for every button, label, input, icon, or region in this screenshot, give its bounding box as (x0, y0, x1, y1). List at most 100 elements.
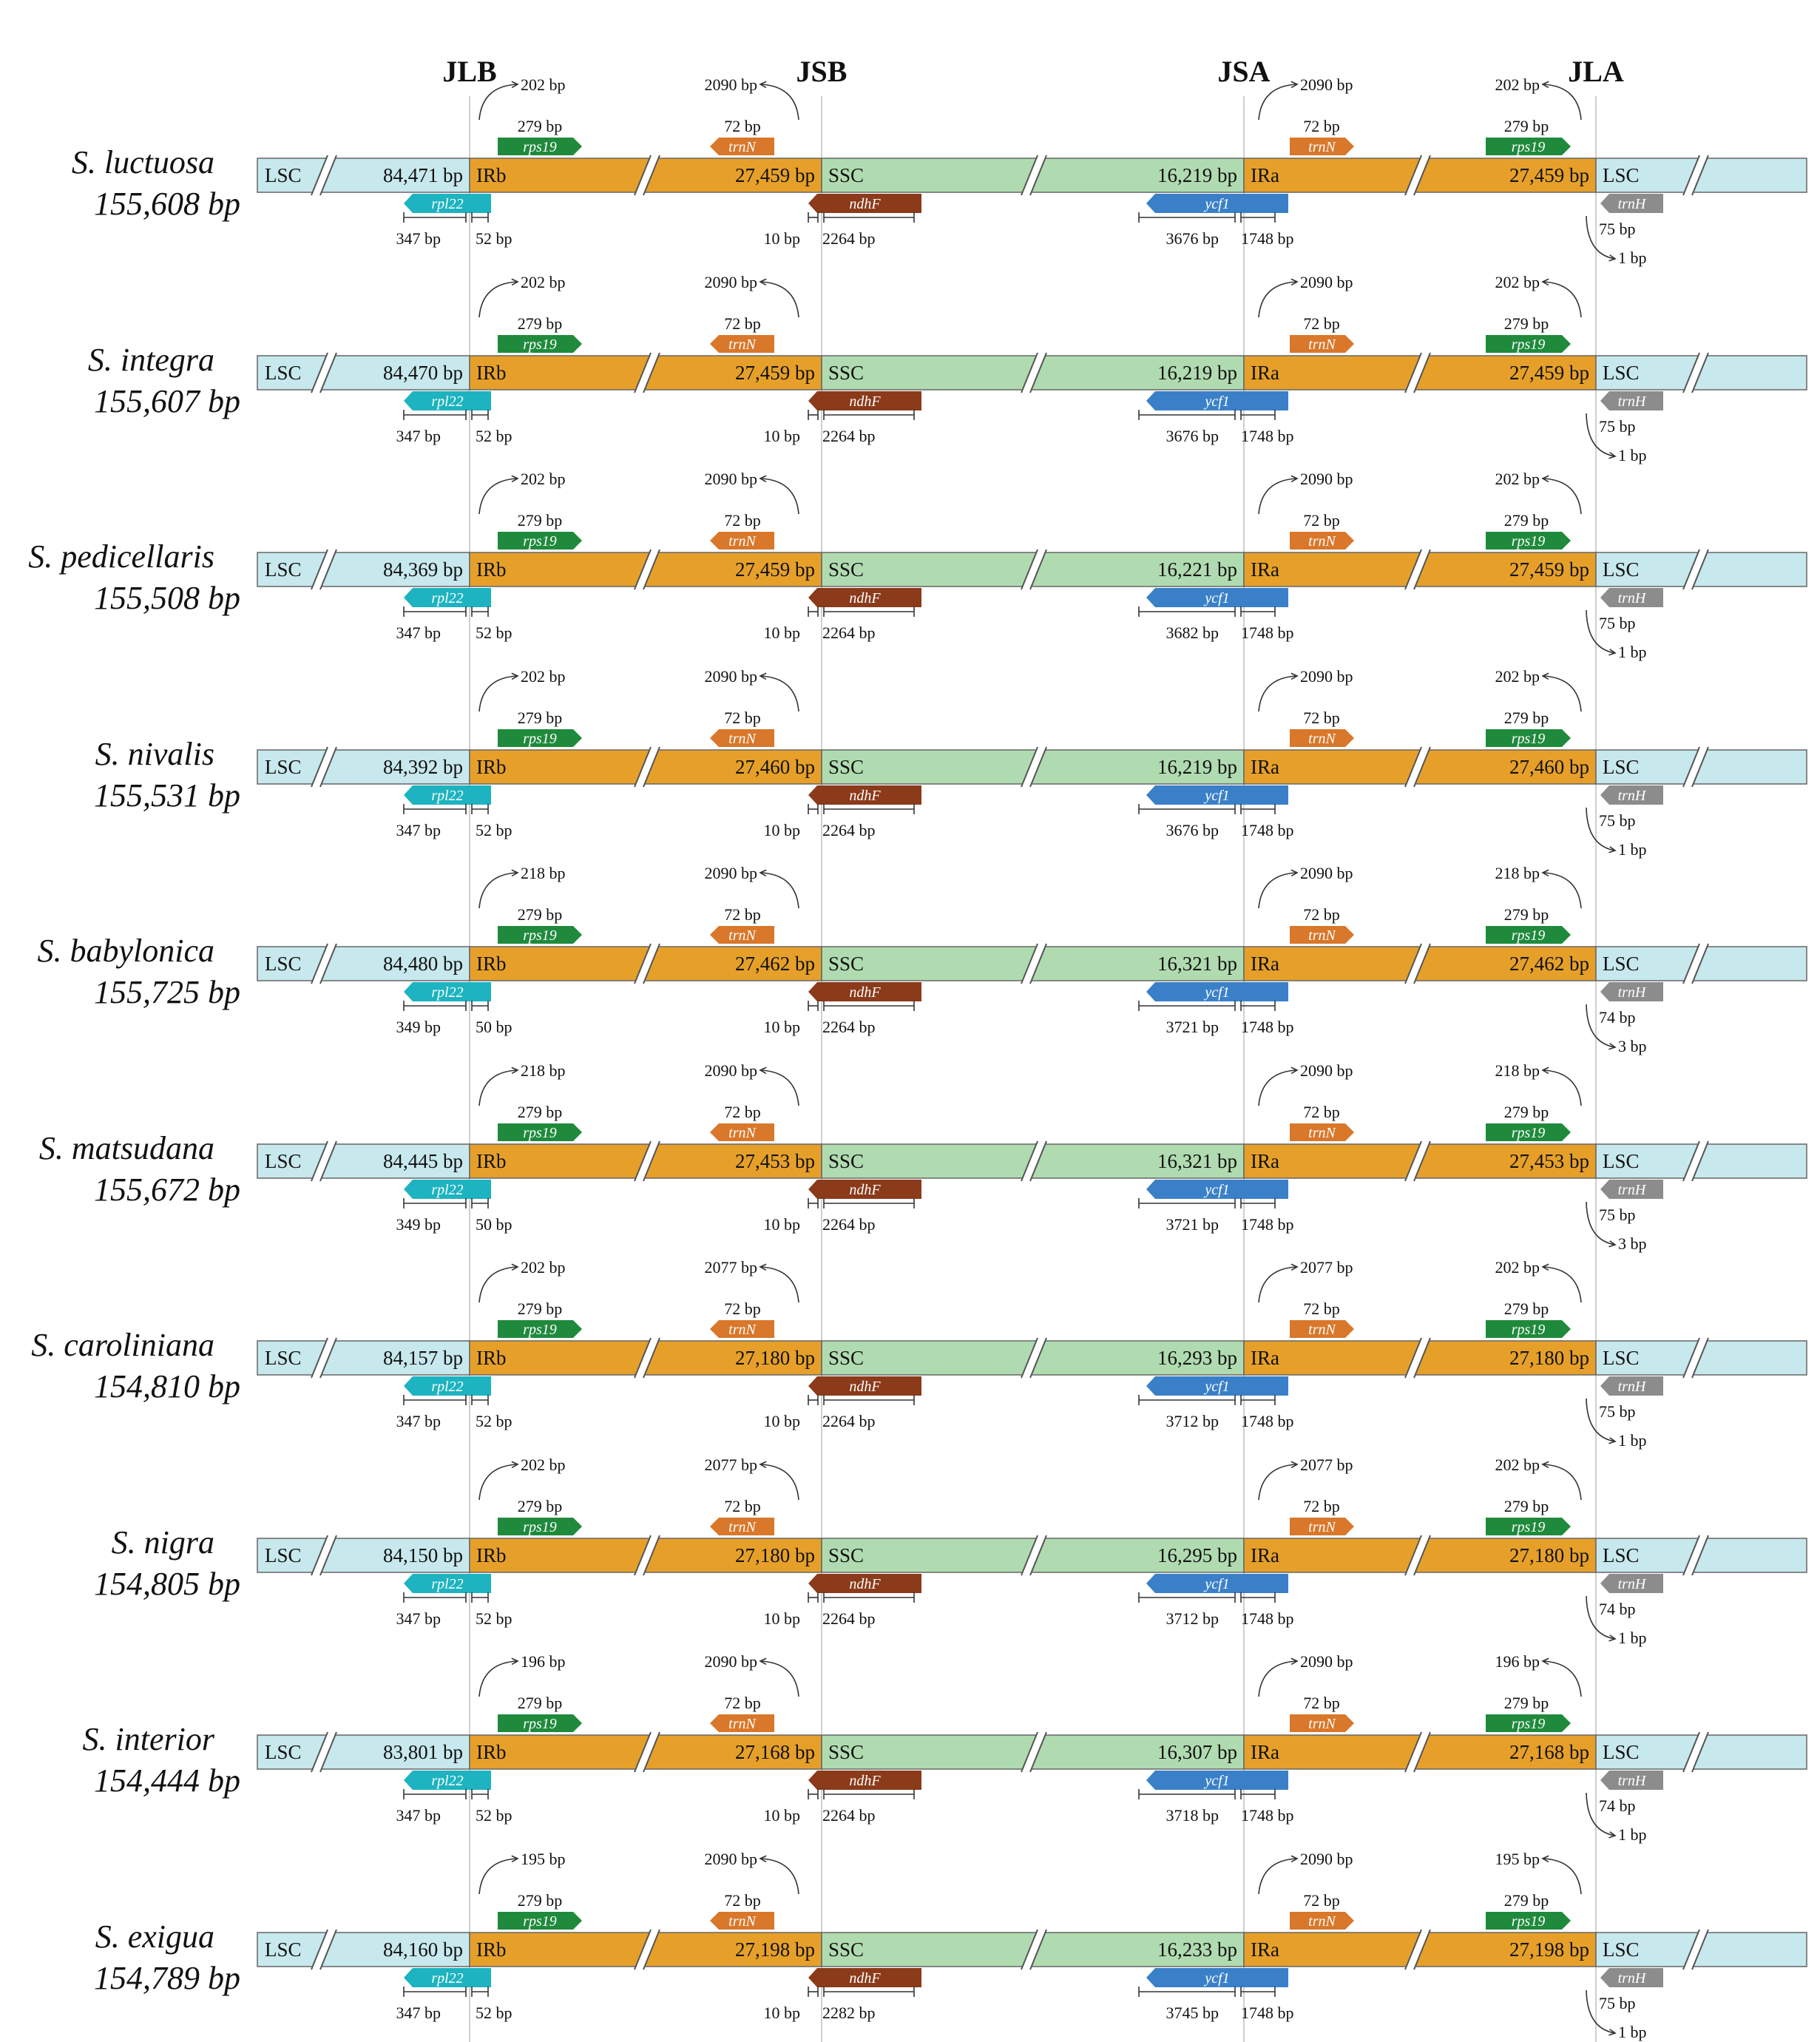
species-name: S. matsudana (39, 1130, 214, 1166)
trnN-right-len-text: 72 bp (1303, 511, 1340, 530)
ssc-break-line-a (1021, 943, 1038, 984)
trnN-left-over-curve (760, 84, 799, 121)
rps19-left-label: rps19 (523, 1913, 557, 1930)
junction-label-jsa: JSA (1217, 55, 1270, 88)
rps19-right-len-text: 279 bp (1504, 1299, 1549, 1318)
rpl22-dist-a: 347 bp (396, 1806, 442, 1825)
rps19-left-len-text: 279 bp (518, 1103, 563, 1121)
lsc-left-break-line-a (311, 352, 328, 393)
lsc-left-break-line-b (319, 1929, 337, 1970)
rps19-left-over-curve (478, 1858, 518, 1895)
lsc-right-break-line-a (1682, 943, 1700, 984)
lsc-label-right: LSC (1603, 558, 1640, 581)
lsc-right-break-line-a (1682, 1535, 1700, 1576)
rps19-left-len-text: 279 bp (518, 905, 563, 924)
lsc-left-break-line-a (311, 549, 328, 590)
trnH-over-text: 1 bp (1618, 1825, 1647, 1844)
irb-break-line-b (643, 155, 660, 196)
ndhF-label: ndhF (849, 984, 881, 1001)
ndhF-label: ndhF (849, 1773, 881, 1789)
trnN-right-over-arrowhead (1290, 1461, 1299, 1469)
lsc-right-break-line-b (1691, 1140, 1709, 1182)
rps19-right-len-text: 279 bp (1504, 314, 1549, 333)
trnN-right-len-text: 72 bp (1303, 709, 1340, 727)
rps19-right-arrow (1486, 532, 1571, 550)
lsc-label-left: LSC (265, 756, 302, 778)
genome-size: 155,607 bp (94, 383, 240, 419)
lsc-region-left (257, 158, 470, 193)
ira-break-line-a (1404, 746, 1422, 788)
ycf1-dist-a: 3721 bp (1166, 1215, 1219, 1234)
rpl22-label: rpl22 (431, 1182, 463, 1198)
ira-break-gap (1405, 1732, 1430, 1772)
rpl22-dist-a: 349 bp (396, 1018, 442, 1036)
trnN-right-len-text: 72 bp (1303, 1299, 1340, 1318)
rps19-right-over-arrowhead (1541, 672, 1549, 680)
lsc-right-break-line-a (1682, 1337, 1700, 1379)
ndhF-dist-b: 2264 bp (822, 1018, 876, 1036)
trnN-right-over-curve (1258, 1464, 1298, 1501)
rpl22-dist-b: 52 bp (476, 821, 512, 839)
irb-break-line-a (634, 1337, 652, 1379)
trnN-left-over-arrowhead (759, 1461, 767, 1469)
trnH-arrow (1600, 785, 1663, 805)
irb-break-line-b (643, 1140, 660, 1182)
ssc-label: SSC (828, 1741, 864, 1763)
ira-length: 27,453 bp (1509, 1150, 1589, 1172)
trnN-left-arrow (710, 729, 774, 747)
rps19-right-over-curve (1542, 675, 1582, 712)
trnN-left-over-text: 2090 bp (705, 1061, 758, 1080)
lsc-right-break-line-b (1691, 1731, 1709, 1773)
trnN-left-over-arrowhead (759, 1855, 767, 1863)
trnN-right-arrow (1290, 1714, 1354, 1732)
irb-break-line-a (634, 1535, 652, 1576)
trnN-right-len-text: 72 bp (1303, 117, 1340, 135)
ssc-label: SSC (828, 1347, 864, 1369)
trnH-over-curve (1586, 1004, 1616, 1048)
rpl22-label: rpl22 (431, 393, 463, 410)
trnN-right-len-text: 72 bp (1303, 314, 1340, 333)
ssc-break-line-b (1029, 1929, 1047, 1970)
rps19-right-over-arrowhead (1541, 1461, 1549, 1469)
lsc-region-left (257, 1143, 470, 1179)
trnN-left-label: trnN (728, 533, 757, 550)
trnH-len-text: 75 bp (1599, 1994, 1636, 2012)
lsc-left-break-line-b (319, 1731, 337, 1773)
ira-break-line-a (1404, 155, 1422, 196)
irb-break-gap (635, 550, 660, 589)
ndhF-dist-b: 2264 bp (822, 427, 876, 445)
rpl22-label: rpl22 (431, 1576, 463, 1592)
ssc-length: 16,233 bp (1157, 1938, 1237, 1961)
trnH-over-text: 1 bp (1618, 2023, 1647, 2041)
trnN-left-over-curve (760, 1858, 799, 1895)
irb-length: 27,180 bp (735, 1544, 815, 1566)
rps19-left-arrow (498, 335, 582, 353)
lsc-right-break-line-b (1691, 1337, 1709, 1379)
genome-size: 154,444 bp (94, 1762, 240, 1799)
species-row: S. pedicellaris 155,508 bp LSC 84,369 bp IRb… (28, 470, 1807, 661)
trnN-left-len-text: 72 bp (724, 905, 761, 924)
rps19-left-label: rps19 (523, 1322, 557, 1338)
lsc-left-break-gap (311, 1141, 336, 1181)
lsc-left-break-gap (311, 1732, 336, 1772)
rpl22-arrow (404, 1376, 491, 1396)
ndhF-dist-b: 2264 bp (822, 1215, 876, 1234)
rps19-left-over-curve (478, 1660, 518, 1697)
ira-label: IRa (1251, 1741, 1279, 1763)
ssc-length: 16,307 bp (1157, 1741, 1237, 1763)
irb-break-line-a (634, 549, 652, 590)
ssc-label: SSC (828, 1544, 864, 1566)
rps19-right-over-text: 202 bp (1495, 75, 1540, 94)
trnN-right-over-curve (1258, 1858, 1298, 1895)
ira-break-gap (1405, 747, 1430, 787)
lsc-left-break-line-b (319, 746, 337, 788)
rps19-right-over-text: 202 bp (1495, 470, 1540, 488)
rps19-right-len-text: 279 bp (1504, 905, 1549, 924)
ira-break-gap (1405, 1338, 1430, 1378)
species-name: S. integra (88, 342, 214, 378)
rps19-left-over-curve (478, 1266, 518, 1303)
trnN-left-len-text: 72 bp (724, 511, 761, 530)
rps19-right-over-curve (1542, 1069, 1582, 1106)
rpl22-dist-b: 52 bp (476, 1609, 512, 1628)
